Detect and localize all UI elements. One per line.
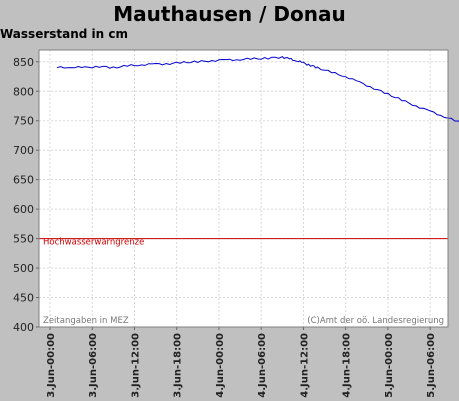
series-line — [56, 55, 459, 123]
x-tick-label: 4.Jun-18:00 — [342, 333, 353, 398]
y-tick-label: 500 — [13, 262, 34, 275]
x-tick-label: 3.Jun-06:00 — [88, 333, 99, 398]
x-tick-label: 5.Jun-06:00 — [426, 333, 437, 398]
plot-border — [38, 49, 449, 328]
y-tick-label: 700 — [13, 144, 34, 157]
x-tick-label: 3.Jun-18:00 — [173, 333, 184, 398]
x-tick-label: 4.Jun-12:00 — [299, 333, 310, 398]
threshold-label: Hochwasserwarngrenze — [43, 238, 144, 248]
x-tick-label: 5.Jun-00:00 — [384, 333, 395, 398]
x-tick-label: 4.Jun-06:00 — [257, 333, 268, 398]
y-tick-label: 650 — [13, 174, 34, 187]
copyright-note: (C)Amt der oö. Landesregierung — [307, 316, 444, 326]
y-tick-label: 750 — [13, 115, 34, 128]
y-tick-label: 550 — [13, 233, 34, 246]
y-tick-label: 450 — [13, 292, 34, 305]
x-ticks: 3.Jun-00:00 3.Jun-06:00 3.Jun-12:00 3.Jun-1… — [46, 327, 437, 398]
y-tick-label: 850 — [13, 56, 34, 69]
chart-title: Mauthausen / Donau — [113, 2, 346, 26]
x-tick-label: 3.Jun-12:00 — [130, 333, 141, 398]
y-tick-label: 600 — [13, 203, 34, 216]
x-tick-label: 3.Jun-00:00 — [46, 333, 57, 398]
y-tick-label: 400 — [13, 321, 34, 334]
y-ticks: 400 450 500 550 600 650 700 750 800 850 — [13, 56, 39, 334]
y-axis-label: Wasserstand in cm — [0, 27, 128, 41]
plot-area — [39, 50, 448, 327]
x-tick-label: 4.Jun-00:00 — [215, 333, 226, 398]
y-tick-label: 800 — [13, 85, 34, 98]
timezone-note: Zeitangaben in MEZ — [43, 316, 129, 326]
